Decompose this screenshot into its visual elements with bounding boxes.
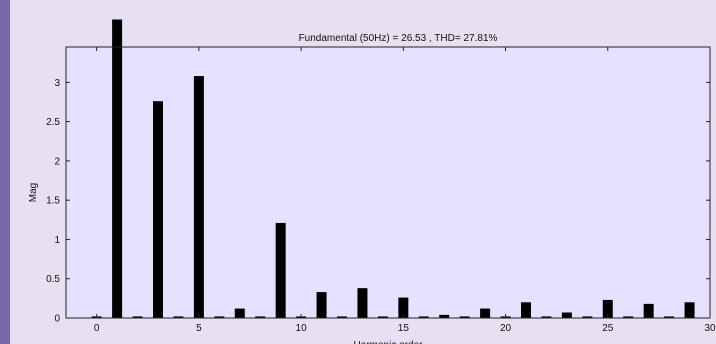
- y-tick-label: 2: [54, 156, 60, 167]
- x-tick-label: 25: [602, 323, 614, 334]
- bar: [255, 316, 266, 318]
- bar: [112, 19, 123, 319]
- bar: [234, 308, 245, 318]
- plot-frame: [65, 46, 711, 319]
- plot-area: [66, 47, 710, 318]
- x-tick-label: 0: [94, 323, 100, 334]
- bar: [214, 316, 225, 318]
- bar: [398, 297, 409, 318]
- bar: [664, 316, 675, 318]
- y-tick-label: 0.5: [46, 274, 60, 285]
- chart-title: Fundamental (50Hz) = 26.53 , THD= 27.81%: [299, 33, 498, 44]
- bar: [459, 316, 470, 318]
- y-tick-label: 2.5: [46, 117, 60, 128]
- bar: [418, 316, 429, 318]
- bar: [173, 316, 184, 318]
- bar: [521, 302, 531, 318]
- x-tick-label: 5: [196, 323, 202, 334]
- bar: [316, 292, 327, 318]
- bar: [337, 316, 347, 318]
- y-tick-label: 3: [54, 78, 60, 89]
- bar: [643, 303, 654, 318]
- bar: [602, 299, 613, 318]
- x-tick-label: 20: [500, 323, 512, 334]
- y-axis-label: Mag: [28, 183, 39, 202]
- bar: [275, 222, 286, 318]
- x-tick-label: 10: [296, 323, 308, 334]
- bar: [193, 76, 204, 318]
- bar: [480, 308, 491, 318]
- window-edge: [0, 0, 10, 344]
- bar: [439, 314, 450, 318]
- bar: [561, 312, 572, 318]
- bar: [377, 316, 388, 318]
- bar: [684, 302, 695, 318]
- x-axis-label: Harmonic order: [354, 340, 424, 344]
- bar: [541, 316, 552, 318]
- y-tick-label: 1.5: [46, 196, 60, 207]
- x-tick-label: 15: [398, 323, 410, 334]
- bar: [132, 316, 143, 318]
- y-tick-label: 0: [54, 314, 60, 325]
- y-tick-label: 1: [54, 235, 60, 246]
- x-tick-label: 30: [704, 323, 716, 334]
- bar: [623, 316, 634, 318]
- bar: [582, 316, 593, 318]
- bar: [357, 288, 368, 318]
- bar: [153, 101, 163, 318]
